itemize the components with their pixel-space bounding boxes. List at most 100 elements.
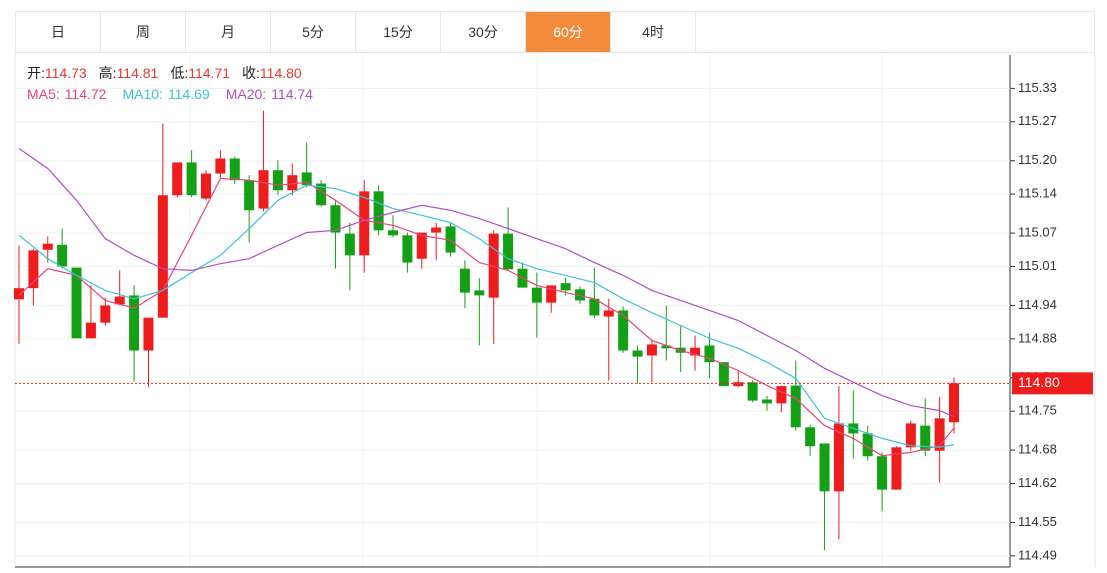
candle-body — [862, 433, 873, 457]
candle-body — [718, 362, 729, 387]
candle-body — [646, 344, 657, 356]
y-tick-label: 114.62 — [1018, 475, 1057, 490]
candle-body — [201, 173, 211, 199]
candle-body — [546, 285, 557, 303]
candle-body — [85, 322, 96, 339]
legend-value: 114.72 — [64, 86, 107, 102]
candle-body — [603, 310, 614, 317]
period-tab[interactable]: 日 — [16, 12, 101, 52]
candle-body — [344, 233, 355, 256]
candle-body — [402, 235, 413, 263]
ohlc-label: 高: — [98, 65, 117, 81]
candle-body — [891, 447, 902, 490]
period-tab[interactable]: 月 — [186, 12, 271, 52]
ohlc-value: 114.73 — [44, 65, 87, 81]
y-tick-label: 114.75 — [1018, 403, 1057, 418]
candle-body — [388, 230, 398, 236]
candle-body — [143, 317, 154, 351]
ma-legend: MA5: 114.72 MA10: 114.69 MA20: 114.74 — [27, 86, 329, 102]
candle-body — [920, 425, 931, 451]
candle-body — [531, 287, 542, 303]
candle-body — [129, 295, 140, 351]
y-tick-label: 115.01 — [1018, 258, 1057, 273]
candle-body — [330, 205, 341, 233]
period-tab[interactable]: 15分 — [356, 12, 441, 52]
last-price-label: 114.80 — [1018, 374, 1060, 390]
candle-body — [215, 158, 226, 174]
candle-body — [416, 232, 427, 259]
candle-body — [704, 345, 715, 363]
candle-body — [618, 310, 629, 351]
ohlc-header: 开:114.73 高:114.81 低:114.71 收:114.80 — [27, 63, 314, 83]
candle-body — [819, 443, 830, 492]
y-tick-label: 115.27 — [1018, 113, 1057, 128]
candle-body — [57, 244, 68, 267]
candle-body — [186, 162, 197, 196]
period-tab[interactable]: 周 — [101, 12, 186, 52]
candle-body — [589, 298, 600, 316]
candle-body — [560, 283, 571, 291]
candle-body — [474, 290, 485, 296]
candle-body — [661, 345, 672, 349]
candle-body — [833, 423, 844, 492]
candle-body — [42, 243, 53, 250]
candle-body — [431, 227, 442, 233]
ohlc-label: 收: — [242, 65, 260, 81]
candle-body — [100, 305, 111, 323]
candle-body — [575, 289, 585, 301]
candle-body — [632, 350, 643, 357]
y-tick-label: 115.07 — [1018, 225, 1057, 240]
ohlc-label: 开: — [27, 65, 45, 81]
candle-body — [244, 180, 255, 211]
candle-body — [258, 170, 269, 209]
legend-value: 114.74 — [271, 86, 313, 102]
candle-body — [301, 172, 312, 186]
period-tab[interactable]: 30分 — [441, 12, 526, 52]
period-tabs: 日周月 5分 15分 30分 60分 4时 — [15, 11, 1095, 53]
candle-body — [172, 162, 183, 196]
ma-line — [18, 177, 955, 457]
candle-body — [14, 288, 24, 300]
period-tab[interactable]: 4时 — [611, 12, 696, 52]
candle-body — [445, 226, 456, 253]
legend-label: MA5: — [27, 86, 60, 102]
ohlc-label: 低: — [170, 65, 189, 81]
y-tick-label: 114.68 — [1018, 442, 1057, 457]
period-tab[interactable]: 5分 — [271, 12, 356, 52]
candle-body — [114, 296, 125, 305]
candle-body — [359, 191, 370, 256]
ohlc-value: 114.81 — [116, 65, 159, 81]
candle-body — [503, 233, 514, 270]
candle-body — [28, 250, 39, 289]
candle-body — [762, 399, 772, 404]
candle-body — [805, 427, 816, 447]
candle-body — [71, 267, 82, 339]
legend-label: MA20: — [225, 86, 267, 102]
candle-body — [934, 418, 945, 451]
y-tick-label: 115.20 — [1018, 152, 1057, 167]
candle-body — [488, 233, 499, 298]
candle-body — [747, 382, 758, 401]
candle-body — [905, 423, 916, 448]
y-tick-label: 115.14 — [1018, 186, 1057, 201]
ma-line — [18, 148, 955, 418]
candle-body — [272, 170, 283, 191]
candle-body — [733, 382, 744, 387]
candle-body — [316, 183, 327, 206]
candle-body — [287, 175, 298, 191]
candle-body — [373, 191, 384, 231]
candle-body — [157, 195, 168, 318]
y-tick-label: 114.49 — [1018, 547, 1057, 562]
y-tick-label: 114.55 — [1018, 514, 1057, 529]
ma-line — [18, 184, 955, 448]
candle-body — [949, 383, 959, 423]
period-tab[interactable]: 60分 — [526, 12, 611, 52]
candle-body — [877, 456, 888, 490]
ohlc-value: 114.71 — [188, 65, 231, 81]
candle-body — [690, 347, 701, 356]
candle-body — [229, 158, 240, 181]
y-tick-label: 114.94 — [1018, 297, 1057, 312]
last-price-box — [1012, 372, 1093, 395]
